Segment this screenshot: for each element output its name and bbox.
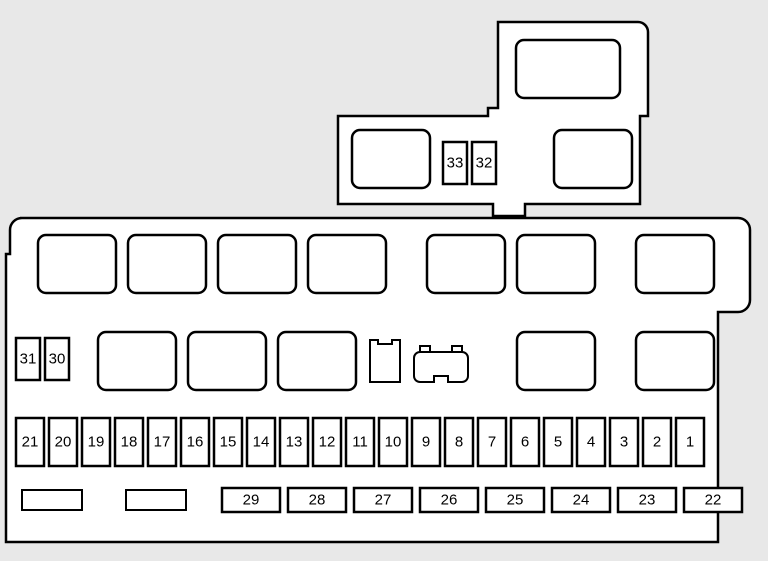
fuse-label-16: 16	[187, 434, 204, 451]
fuse-label-33: 33	[447, 155, 464, 172]
fuse-label-6: 6	[521, 434, 529, 451]
fuse-label-3: 3	[620, 434, 628, 451]
fuse-label-31: 31	[20, 351, 37, 368]
fuse-label-22: 22	[705, 492, 722, 509]
fuse-label-26: 26	[441, 492, 458, 509]
fuse-label-25: 25	[507, 492, 524, 509]
fuse-label-19: 19	[88, 434, 105, 451]
fuse-label-32: 32	[476, 155, 493, 172]
fuse-label-17: 17	[154, 434, 171, 451]
fuse-label-27: 27	[375, 492, 392, 509]
fuse-label-4: 4	[587, 434, 595, 451]
fuse-label-10: 10	[385, 434, 402, 451]
fuse-label-5: 5	[554, 434, 562, 451]
fuse-label-2: 2	[653, 434, 661, 451]
fuse-label-13: 13	[286, 434, 303, 451]
fuse-label-28: 28	[309, 492, 326, 509]
fuse-label-30: 30	[49, 351, 66, 368]
fuse-label-7: 7	[488, 434, 496, 451]
fuse-label-14: 14	[253, 434, 270, 451]
fuse-label-24: 24	[573, 492, 590, 509]
fuse-label-9: 9	[422, 434, 430, 451]
fuse-label-8: 8	[455, 434, 463, 451]
fuse-label-1: 1	[686, 434, 694, 451]
fuse-label-12: 12	[319, 434, 336, 451]
fuse-label-20: 20	[55, 434, 72, 451]
fuse-diagram	[0, 0, 768, 556]
fuse-label-15: 15	[220, 434, 237, 451]
fuse-label-23: 23	[639, 492, 656, 509]
fuse-label-29: 29	[243, 492, 260, 509]
fuse-label-18: 18	[121, 434, 138, 451]
fuse-label-11: 11	[352, 434, 368, 451]
fuse-label-21: 21	[22, 434, 39, 451]
